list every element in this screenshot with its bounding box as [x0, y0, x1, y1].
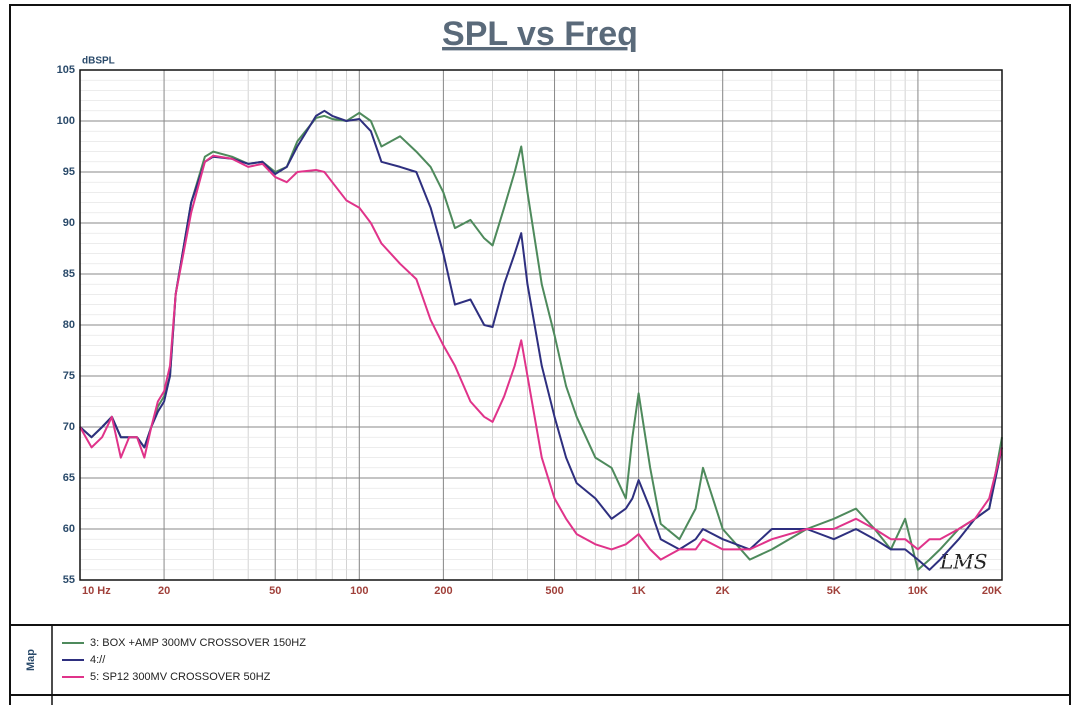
series-line — [79, 154, 1003, 561]
x-tick-label: 100 — [350, 585, 368, 597]
outer-frame — [9, 4, 1071, 705]
y-tick-label: 55 — [63, 574, 75, 586]
legend-title: Map — [25, 649, 37, 671]
y-tick-label: 60 — [63, 523, 75, 535]
y-tick-label: 80 — [63, 319, 75, 331]
chart-title: SPL vs Freq — [442, 15, 638, 53]
y-tick-label: 70 — [63, 421, 75, 433]
y-tick-label: 65 — [63, 472, 75, 484]
legend-label: 4:// — [90, 654, 106, 666]
y-tick-label: 95 — [63, 166, 75, 178]
y-tick-label: 75 — [63, 370, 75, 382]
x-tick-label: 200 — [434, 585, 452, 597]
x-tick-label: 50 — [269, 585, 281, 597]
x-tick-label: 500 — [545, 585, 563, 597]
x-tick-label: 1K — [632, 585, 646, 597]
grid — [79, 69, 1003, 581]
y-tick-label: 90 — [63, 217, 75, 229]
x-tick-label: 2K — [716, 585, 730, 597]
plot-frame — [79, 69, 1003, 581]
x-tick-label: 20K — [982, 585, 1002, 597]
series-line — [79, 109, 1003, 571]
x-tick-label: 10 Hz — [82, 585, 111, 597]
x-tick-label: 5K — [827, 585, 841, 597]
y-tick-label: 85 — [63, 268, 75, 280]
plot — [79, 109, 1003, 571]
x-tick-label: 10K — [908, 585, 928, 597]
legend-label: 3: BOX +AMP 300MV CROSSOVER 150HZ — [90, 637, 306, 649]
legend-label: 5: SP12 300MV CROSSOVER 50HZ — [90, 671, 271, 683]
y-axis-label: dBSPL — [82, 56, 115, 67]
series-line — [79, 111, 1003, 571]
y-tick-label: 105 — [57, 64, 75, 76]
y-tick-label: 100 — [57, 115, 75, 127]
x-tick-label: 20 — [158, 585, 170, 597]
